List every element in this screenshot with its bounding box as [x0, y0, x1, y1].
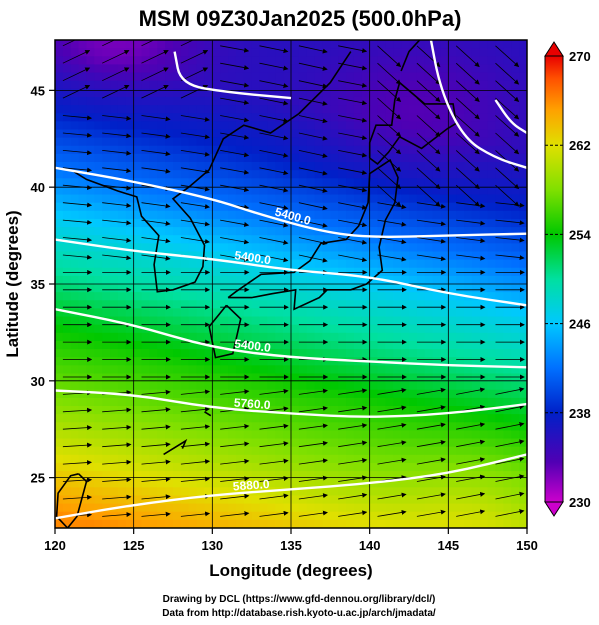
y-axis: 25 30 35 40 45: [31, 83, 55, 486]
x-tick-label: 135: [280, 538, 302, 553]
colorbar-tick-label: 262: [569, 138, 591, 153]
colorbar-tick-label: 238: [569, 406, 591, 421]
y-axis-label: Latitude (degrees): [3, 210, 22, 357]
colorbar-tick-label: 254: [569, 227, 591, 242]
x-tick-label: 150: [516, 538, 538, 553]
lat-lon-grid: [55, 40, 527, 528]
colorbar-top-arrow: [544, 41, 564, 57]
contour-line: [429, 40, 527, 169]
contour-line: [55, 238, 527, 307]
contour-label: 5880.0: [232, 477, 270, 494]
x-axis: 120 125 130 135 140 145 150: [44, 528, 538, 553]
contour-label: 5760.0: [233, 395, 271, 412]
colorbar-tick-label: 246: [569, 317, 591, 332]
y-tick-label: 40: [31, 180, 45, 195]
x-tick-label: 125: [123, 538, 145, 553]
x-tick-label: 120: [44, 538, 66, 553]
credit-line-1: Drawing by DCL (https://www.gfd-dennou.o…: [163, 594, 436, 605]
credit-line-2: Data from http://database.rish.kyoto-u.a…: [162, 608, 436, 619]
y-tick-label: 35: [31, 277, 45, 292]
colorbar-body: [544, 55, 564, 503]
x-tick-label: 145: [437, 538, 459, 553]
chart-title: MSM 09Z30Jan2025 (500.0hPa): [139, 6, 462, 31]
coastline: [55, 40, 458, 528]
colorbar-bottom-arrow: [544, 501, 564, 517]
contour-line: [55, 308, 527, 369]
y-tick-label: 45: [31, 83, 45, 98]
contour-line: [173, 51, 292, 100]
contour-line: [55, 166, 527, 239]
colorbar: 270 262 254 246 238 230: [544, 41, 591, 517]
temperature-field: [55, 40, 527, 528]
y-tick-label: 25: [31, 471, 45, 486]
contour-line: [55, 453, 527, 520]
colorbar-tick-label: 270: [569, 49, 591, 64]
x-tick-label: 140: [359, 538, 381, 553]
contour-line: [55, 389, 527, 418]
x-tick-label: 130: [201, 538, 223, 553]
contour-label: 5400.0: [233, 337, 271, 355]
y-tick-label: 30: [31, 374, 45, 389]
colorbar-tick-label: 230: [569, 495, 591, 510]
contour-line: [494, 99, 527, 135]
contour-label: 5400.0: [234, 248, 273, 267]
x-axis-label: Longitude (degrees): [209, 561, 372, 580]
